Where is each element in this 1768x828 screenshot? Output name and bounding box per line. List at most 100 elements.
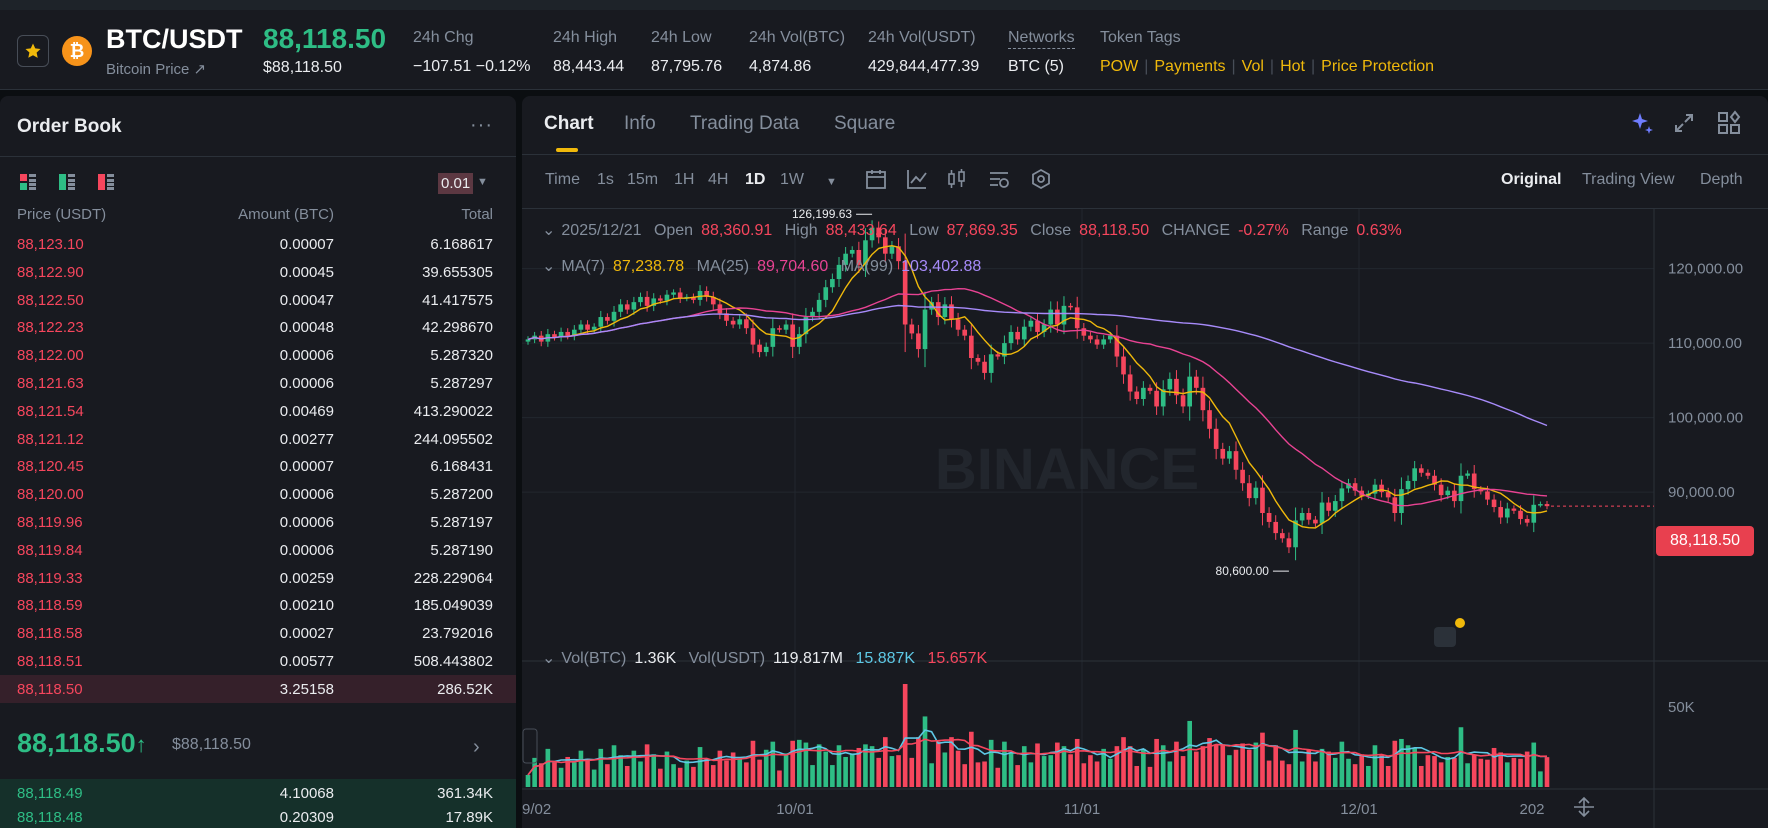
candle-body bbox=[1485, 491, 1490, 500]
stat-label: Token Tags bbox=[1100, 29, 1181, 46]
volume-bar bbox=[1253, 742, 1259, 787]
chevron-down-icon[interactable]: ⌄ bbox=[542, 222, 556, 239]
chevron-down-icon[interactable]: ▼ bbox=[477, 176, 488, 188]
coin-price-link[interactable]: Bitcoin Price ↗ bbox=[106, 61, 207, 78]
mid-price-row[interactable]: 88,118.50↑ $88,118.50 bbox=[17, 728, 251, 759]
volume-bar bbox=[1458, 727, 1464, 787]
ask-row[interactable]: 88,121.63 0.00006 5.287297 bbox=[0, 369, 516, 397]
candle-body bbox=[1180, 395, 1186, 407]
ask-row[interactable]: 88,118.51 0.00577 508.443802 bbox=[0, 647, 516, 675]
calendar-icon[interactable] bbox=[865, 168, 887, 190]
chevron-down-icon[interactable]: ⌄ bbox=[542, 650, 556, 667]
tag-vol[interactable]: Vol bbox=[1241, 58, 1264, 75]
tab-info[interactable]: Info bbox=[624, 113, 656, 134]
volume-bar bbox=[1081, 763, 1087, 787]
favorite-star-button[interactable] bbox=[17, 35, 49, 67]
candle-body bbox=[1518, 510, 1523, 519]
timeframe-1d[interactable]: 1D bbox=[745, 171, 766, 188]
tab-chart[interactable]: Chart bbox=[544, 113, 594, 134]
tick-size-select[interactable]: 0.01 bbox=[438, 173, 474, 194]
layout-asks-icon[interactable] bbox=[98, 174, 114, 190]
stat-networks[interactable]: Networks BTC (5) bbox=[1008, 29, 1075, 76]
view-depth[interactable]: Depth bbox=[1700, 171, 1743, 188]
tag-price-protection[interactable]: Price Protection bbox=[1321, 58, 1435, 75]
ask-price: 88,119.33 bbox=[17, 569, 83, 587]
low-value: 87,869.35 bbox=[946, 222, 1018, 239]
volume-bar bbox=[896, 755, 901, 787]
ask-row[interactable]: 88,122.50 0.00047 41.417575 bbox=[0, 286, 516, 314]
col-price-header: Price (USDT) bbox=[17, 206, 107, 223]
volume-bar bbox=[1445, 756, 1451, 787]
ask-row[interactable]: 88,123.10 0.00007 6.168617 bbox=[0, 230, 516, 258]
volume-bar bbox=[1094, 761, 1100, 787]
timeframe-time[interactable]: Time bbox=[545, 171, 580, 188]
tag-payments[interactable]: Payments bbox=[1154, 58, 1226, 75]
more-options-icon[interactable]: ··· bbox=[470, 114, 493, 136]
tab-trading-data[interactable]: Trading Data bbox=[690, 113, 800, 134]
ask-row[interactable]: 88,118.59 0.00210 185.049039 bbox=[0, 591, 516, 619]
star-icon bbox=[25, 43, 41, 58]
settings-hexagon-icon[interactable] bbox=[1030, 168, 1052, 190]
ask-row[interactable]: 88,120.45 0.00007 6.168431 bbox=[0, 452, 516, 480]
ask-row[interactable]: 88,119.84 0.00006 5.287190 bbox=[0, 536, 516, 564]
view-original[interactable]: Original bbox=[1501, 171, 1562, 188]
candlestick-chart[interactable]: 120,000.00 110,000.00 100,000.00 90,000.00 9… bbox=[522, 209, 1768, 828]
ask-price: 88,121.63 bbox=[17, 375, 84, 392]
volume-bar bbox=[1491, 747, 1497, 787]
layout-bids-icon[interactable] bbox=[59, 174, 75, 190]
volume-bar bbox=[1008, 752, 1014, 787]
ask-row[interactable]: 88,121.54 0.00469 413.290022 bbox=[0, 397, 516, 425]
stat-label: 24h Vol(BTC) bbox=[749, 29, 846, 46]
fullscreen-icon[interactable] bbox=[1671, 110, 1697, 136]
candlestick-icon[interactable] bbox=[946, 168, 968, 190]
candle-body bbox=[1147, 387, 1153, 391]
volume-bar bbox=[1326, 751, 1331, 787]
candle-body bbox=[843, 253, 848, 265]
bid-row[interactable]: 88,118.49 4.10068 361.34K bbox=[0, 779, 516, 807]
volume-bar bbox=[565, 756, 571, 787]
ask-row[interactable]: 88,118.50 3.25158 286.52K bbox=[0, 674, 516, 703]
view-trading-view[interactable]: Trading View bbox=[1582, 171, 1675, 188]
ask-amount: 0.00210 bbox=[279, 597, 334, 615]
volume-bar bbox=[1339, 741, 1345, 787]
chevron-right-icon[interactable]: › bbox=[473, 736, 480, 758]
ask-row[interactable]: 88,121.12 0.00277 244.095502 bbox=[0, 425, 516, 453]
candle-body bbox=[1339, 488, 1345, 502]
tag-pow[interactable]: POW bbox=[1100, 58, 1139, 75]
indicators-icon[interactable] bbox=[988, 168, 1010, 190]
timeframe-1s[interactable]: 1s bbox=[597, 171, 614, 188]
volume-bar bbox=[1465, 763, 1470, 787]
candle-body bbox=[757, 344, 762, 353]
ask-row[interactable]: 88,122.23 0.00048 42.298670 bbox=[0, 313, 516, 341]
ask-row[interactable]: 88,122.00 0.00006 5.287320 bbox=[0, 341, 516, 369]
notification-dot-icon bbox=[1455, 618, 1465, 628]
ask-row[interactable]: 88,119.33 0.00259 228.229064 bbox=[0, 564, 516, 592]
tab-square[interactable]: Square bbox=[834, 113, 896, 134]
ai-sparkle-icon[interactable] bbox=[1629, 110, 1655, 136]
ask-row[interactable]: 88,122.90 0.00045 39.655305 bbox=[0, 258, 516, 286]
line-chart-icon[interactable] bbox=[906, 168, 928, 190]
candle-body bbox=[1114, 335, 1120, 357]
bid-row[interactable]: 88,118.48 0.20309 17.89K bbox=[0, 803, 516, 828]
volume-bar bbox=[1220, 744, 1226, 787]
ask-row[interactable]: 88,119.96 0.00006 5.287197 bbox=[0, 508, 516, 536]
timeframe-4h[interactable]: 4H bbox=[708, 171, 729, 188]
timeframe-1w[interactable]: 1W bbox=[780, 171, 804, 188]
timeframe-15m[interactable]: 15m bbox=[627, 171, 659, 188]
volume-bar bbox=[1412, 747, 1417, 787]
ask-price: 88,118.58 bbox=[17, 625, 83, 643]
range-value: 0.63% bbox=[1356, 222, 1402, 239]
tag-hot[interactable]: Hot bbox=[1280, 58, 1305, 75]
timeframe-1h[interactable]: 1H bbox=[674, 171, 695, 188]
layout-grid-icon[interactable] bbox=[1716, 110, 1742, 136]
chevron-down-icon[interactable]: ▼ bbox=[826, 176, 837, 188]
ask-row[interactable]: 88,120.00 0.00006 5.287200 bbox=[0, 480, 516, 508]
layout-both-icon[interactable] bbox=[20, 174, 36, 190]
volume-bar bbox=[1498, 752, 1503, 787]
stat-token-tags: Token Tags POW | Payments | Vol | Hot | Price Pr… bbox=[1100, 29, 1434, 76]
candle-body bbox=[1504, 508, 1510, 518]
chevron-down-icon[interactable]: ⌄ bbox=[542, 258, 556, 275]
volume-bar bbox=[658, 768, 663, 787]
ask-row[interactable]: 88,118.58 0.00027 23.792016 bbox=[0, 619, 516, 647]
candle-body bbox=[1432, 475, 1437, 485]
